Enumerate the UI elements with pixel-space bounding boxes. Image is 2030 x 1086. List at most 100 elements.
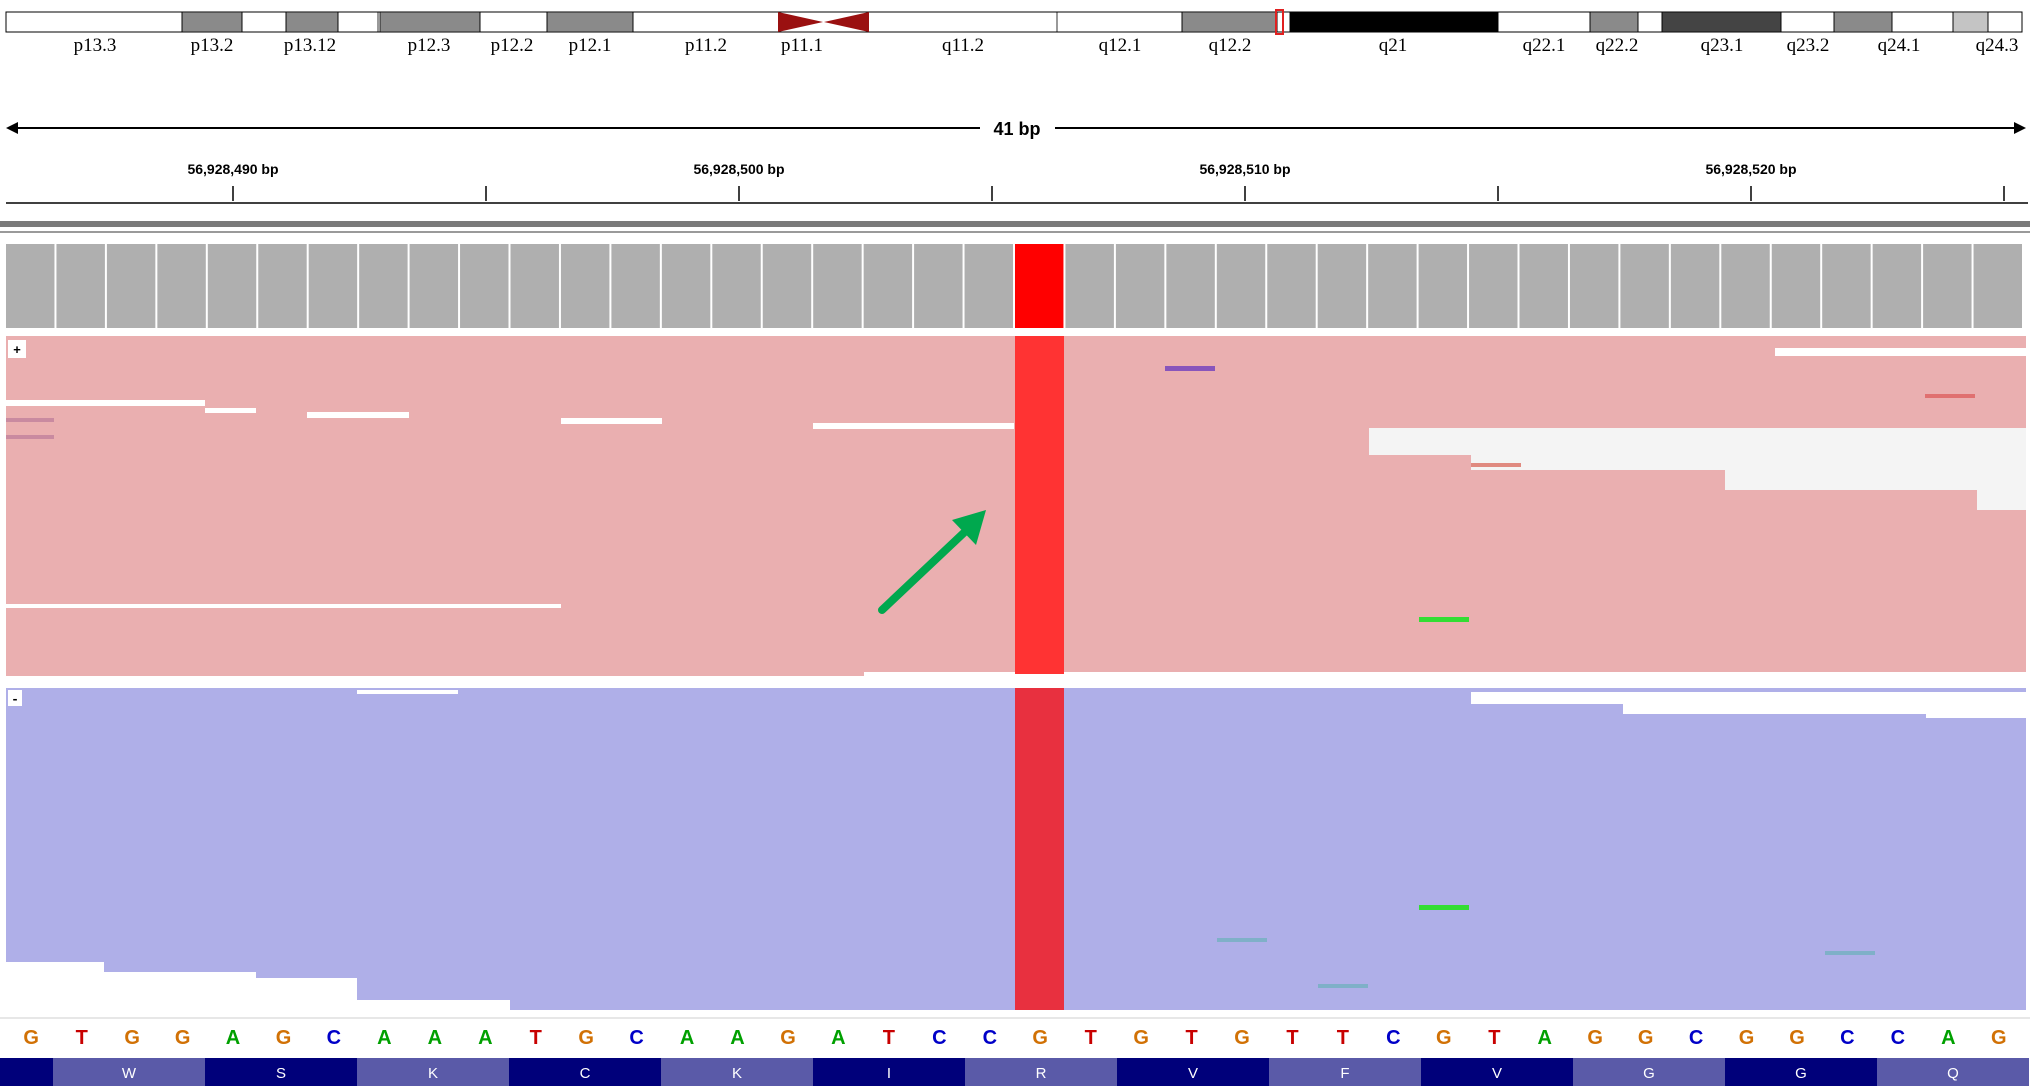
coverage-bar[interactable] bbox=[560, 244, 610, 328]
coverage-bar[interactable] bbox=[258, 244, 307, 328]
ideogram-outline bbox=[5, 11, 2023, 33]
coverage-bar[interactable] bbox=[1872, 244, 1922, 328]
coverage-bar[interactable] bbox=[1923, 244, 1972, 328]
ideogram-band-fill bbox=[1833, 11, 1893, 33]
codon-block bbox=[0, 1058, 53, 1086]
coverage-bar[interactable] bbox=[1973, 244, 2022, 328]
sequence-base: T bbox=[883, 1027, 895, 1049]
amino-acid-label: K bbox=[732, 1065, 742, 1082]
coverage-bar[interactable] bbox=[1317, 244, 1367, 328]
coverage-bar[interactable] bbox=[1216, 244, 1266, 328]
span-arrow-left-icon bbox=[6, 122, 18, 134]
position-ruler[interactable]: 41 bp 56,928,490 bp 56,928,500 bp 56,928,5… bbox=[0, 119, 2030, 233]
coverage-bar[interactable] bbox=[1771, 244, 1821, 328]
sequence-base: G bbox=[124, 1027, 140, 1049]
coverage-bar[interactable] bbox=[207, 244, 257, 328]
read-gap bbox=[864, 672, 2026, 676]
centromere-right-icon bbox=[824, 12, 869, 32]
coverage-bar[interactable] bbox=[6, 244, 55, 328]
coverage-bar[interactable] bbox=[611, 244, 660, 328]
coverage-bar[interactable] bbox=[1418, 244, 1468, 328]
amino-acid-label: R bbox=[1036, 1065, 1047, 1082]
sequence-base: T bbox=[1488, 1027, 1500, 1049]
chromosome-ideogram[interactable]: p13.3 p13.2 p13.12 p12.3 p12.2 p12.1 p11.2 p11.… bbox=[5, 9, 2023, 56]
sequence-base: C bbox=[629, 1027, 643, 1049]
coverage-bar[interactable] bbox=[762, 244, 812, 328]
sequence-base: G bbox=[1739, 1027, 1755, 1049]
coverage-bar[interactable] bbox=[712, 244, 761, 328]
ideogram-band-fill bbox=[1289, 11, 1499, 33]
mismatch-mark bbox=[1925, 394, 1975, 398]
annotation-arrow-icon bbox=[952, 510, 986, 545]
coverage-bar[interactable] bbox=[460, 244, 509, 328]
read-gap bbox=[357, 1000, 510, 1010]
coverage-bar[interactable] bbox=[308, 244, 358, 328]
alignment-track[interactable]: +- bbox=[6, 336, 2026, 1010]
ruler-tick-label: 56,928,490 bp bbox=[187, 161, 278, 177]
read-gap bbox=[205, 408, 256, 413]
coverage-bar[interactable] bbox=[1469, 244, 1518, 328]
sequence-base: G bbox=[780, 1027, 796, 1049]
mismatch-mark bbox=[1419, 617, 1469, 622]
ideogram-band-label: p13.3 bbox=[74, 35, 117, 56]
coverage-bar[interactable] bbox=[157, 244, 206, 328]
coverage-track[interactable] bbox=[6, 244, 2022, 328]
coverage-bar[interactable] bbox=[359, 244, 408, 328]
mismatch-mark bbox=[1471, 463, 1521, 467]
read-gap bbox=[813, 423, 1014, 429]
read-gap bbox=[6, 604, 561, 608]
coverage-bar-variant[interactable] bbox=[1015, 244, 1064, 328]
coverage-bar[interactable] bbox=[813, 244, 862, 328]
coverage-bar[interactable] bbox=[1519, 244, 1568, 328]
coverage-bar[interactable] bbox=[964, 244, 1013, 328]
ideogram-band-label: p13.12 bbox=[284, 35, 336, 56]
coverage-bar[interactable] bbox=[1166, 244, 1215, 328]
coverage-bar[interactable] bbox=[510, 244, 559, 328]
ideogram-band-label: q11.2 bbox=[942, 35, 984, 56]
coverage-bar[interactable] bbox=[1368, 244, 1417, 328]
amino-acid-label: I bbox=[887, 1065, 891, 1082]
coverage-bar[interactable] bbox=[1569, 244, 1619, 328]
ideogram-band-fill bbox=[379, 11, 481, 33]
coverage-bar[interactable] bbox=[409, 244, 459, 328]
ideogram-band-label: q23.1 bbox=[1701, 35, 1744, 56]
coverage-bar[interactable] bbox=[661, 244, 711, 328]
read-gap bbox=[357, 690, 458, 694]
sequence-base: T bbox=[1286, 1027, 1298, 1049]
codon-block bbox=[53, 1058, 205, 1086]
read-gap bbox=[1471, 692, 2026, 704]
coverage-bar[interactable] bbox=[1670, 244, 1720, 328]
sequence-base: A bbox=[1941, 1027, 1955, 1049]
sequence-base: G bbox=[578, 1027, 594, 1049]
read-gap bbox=[307, 412, 409, 418]
sequence-base: G bbox=[1991, 1027, 2007, 1049]
coverage-bar[interactable] bbox=[863, 244, 913, 328]
variant-column-plus[interactable] bbox=[1015, 336, 1064, 674]
coverage-bar[interactable] bbox=[56, 244, 105, 328]
coverage-bar[interactable] bbox=[1267, 244, 1316, 328]
sequence-base: A bbox=[478, 1027, 492, 1049]
coverage-bar[interactable] bbox=[1620, 244, 1669, 328]
coverage-bar[interactable] bbox=[106, 244, 156, 328]
codon-block bbox=[813, 1058, 965, 1086]
sequence-base: G bbox=[1234, 1027, 1250, 1049]
ideogram-band-label: q12.2 bbox=[1209, 35, 1252, 56]
coverage-bar[interactable] bbox=[1115, 244, 1165, 328]
current-locus-marker bbox=[1275, 9, 1284, 35]
coverage-bar[interactable] bbox=[1721, 244, 1770, 328]
mismatch-mark bbox=[6, 418, 54, 422]
read-gap bbox=[1623, 704, 2026, 714]
amino-acid-label: V bbox=[1492, 1065, 1502, 1082]
sequence-base: G bbox=[1133, 1027, 1149, 1049]
coverage-bar[interactable] bbox=[1822, 244, 1871, 328]
coverage-bar[interactable] bbox=[914, 244, 963, 328]
plus-strand-label: + bbox=[13, 343, 21, 358]
ruler-tick-label: 56,928,500 bp bbox=[693, 161, 784, 177]
variant-column-minus[interactable] bbox=[1015, 688, 1064, 1010]
codon-block bbox=[661, 1058, 813, 1086]
coverage-bar[interactable] bbox=[1065, 244, 1114, 328]
sequence-base: C bbox=[1689, 1027, 1703, 1049]
